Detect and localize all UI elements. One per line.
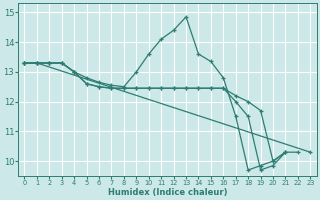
X-axis label: Humidex (Indice chaleur): Humidex (Indice chaleur)	[108, 188, 227, 197]
